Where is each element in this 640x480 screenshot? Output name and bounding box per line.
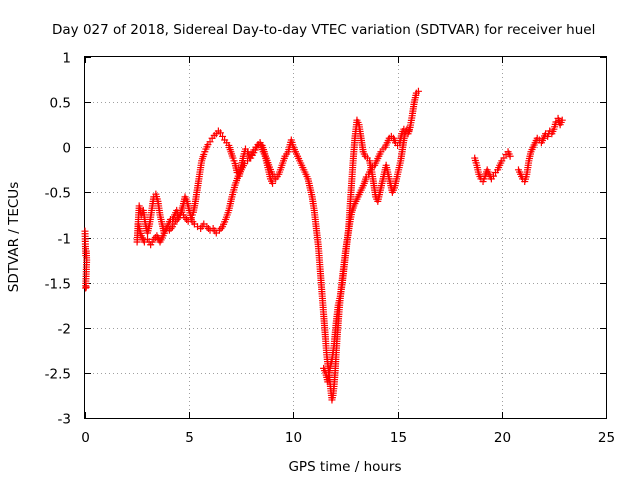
data-point [219, 132, 227, 140]
data-point [414, 87, 422, 95]
data-point [500, 154, 508, 162]
data-point [206, 138, 214, 146]
data-point [82, 283, 90, 291]
x-axis-label: GPS time / hours [288, 459, 401, 475]
y-tick-label: -2.5 [45, 367, 71, 383]
data-point [489, 172, 497, 180]
y-tick-label: -1 [58, 232, 71, 248]
y-tick-label: -1.5 [45, 277, 71, 293]
x-tick-label: 15 [390, 430, 407, 446]
axis-ticks: 0 5 10 15 20 25 1 0.5 0 -0.5 -1 -1.5 -2 -2.5 -3 [45, 51, 615, 447]
data-point [558, 116, 566, 124]
x-tick-label: 5 [185, 430, 194, 446]
plot-frame [84, 56, 607, 419]
y-tick-label: -0.5 [45, 186, 71, 202]
x-tick-label: 10 [285, 430, 302, 446]
data-points [81, 87, 566, 404]
data-point [82, 284, 90, 292]
data-point [506, 152, 514, 160]
x-tick-label: 20 [494, 430, 511, 446]
grid-lines [85, 57, 606, 418]
data-point [269, 179, 277, 187]
data-point [405, 127, 413, 135]
y-tick-label: 1 [62, 51, 71, 67]
y-tick-label: 0 [62, 141, 71, 157]
x-tick-label: 25 [598, 430, 615, 446]
chart-title: Day 027 of 2018, Sidereal Day-to-day VTE… [52, 22, 595, 38]
y-tick-label: -3 [58, 412, 71, 428]
x-tick-label: 0 [81, 430, 90, 446]
data-point [216, 129, 224, 137]
y-axis-label: SDTVAR / TECUs [6, 182, 22, 292]
y-tick-label: -2 [58, 322, 71, 338]
y-tick-label: 0.5 [50, 96, 71, 112]
